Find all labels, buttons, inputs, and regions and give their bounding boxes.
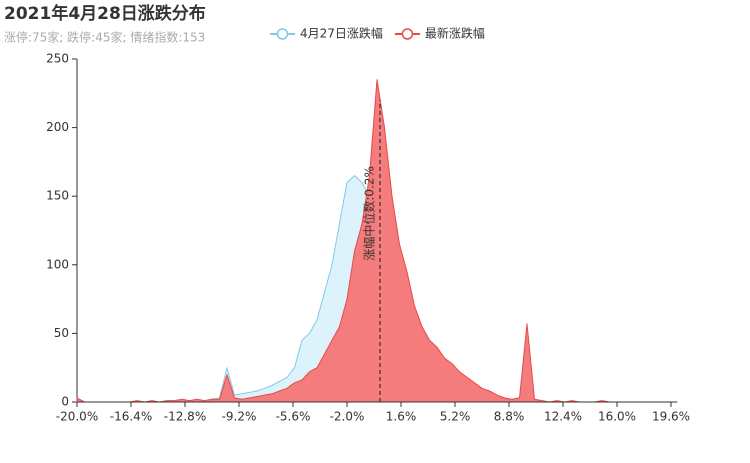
y-tick-label: 250 — [46, 52, 69, 66]
x-tick-label: 19.6% — [652, 410, 690, 424]
y-tick-label: 150 — [46, 189, 69, 203]
x-tick-label: 12.4% — [544, 410, 582, 424]
y-tick-label: 100 — [46, 257, 69, 271]
x-tick-label: -12.8% — [164, 410, 206, 424]
legend-label: 4月27日涨跌幅 — [300, 26, 383, 41]
x-tick-label: -5.6% — [276, 410, 311, 424]
x-tick-label: 1.6% — [386, 410, 417, 424]
x-tick-label: -9.2% — [222, 410, 257, 424]
x-tick-label: -20.0% — [56, 410, 98, 424]
chart-subtitle: 涨停:75家; 跌停:45家; 情绪指数:153 — [4, 30, 205, 45]
legend-label: 最新涨跌幅 — [425, 26, 485, 41]
x-tick-label: 8.8% — [494, 410, 525, 424]
median-label: 涨幅中位数:0.2% — [362, 166, 377, 261]
y-tick-label: 200 — [46, 120, 69, 134]
x-tick-label: -16.4% — [110, 410, 152, 424]
legend-marker — [401, 28, 414, 40]
area — [76, 79, 678, 403]
x-tick-label: 16.0% — [598, 410, 636, 424]
x-tick-label: 5.2% — [440, 410, 471, 424]
x-tick-label: -2.0% — [330, 410, 365, 424]
legend-marker — [276, 28, 289, 40]
y-tick-label: 50 — [54, 326, 69, 340]
y-tick-label: 0 — [61, 395, 69, 409]
chart-title: 2021年4月28日涨跌分布 — [4, 3, 206, 24]
